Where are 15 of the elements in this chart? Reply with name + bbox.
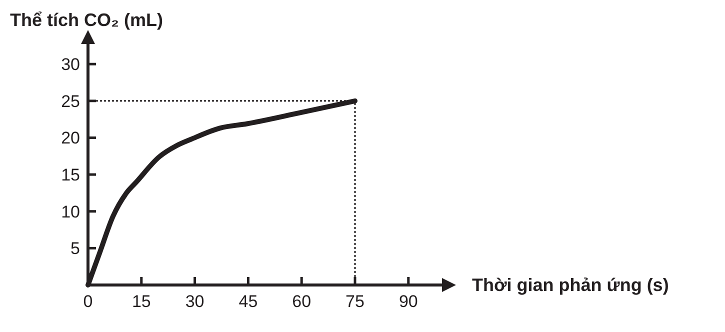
x-axis-title: Thời gian phản ứng (s)	[472, 275, 669, 295]
x-tick-label: 15	[132, 292, 151, 311]
x-tick-label: 45	[238, 292, 258, 311]
y-axis-title: Thể tích CO₂ (mL)	[10, 10, 163, 30]
y-tick-label: 10	[61, 202, 80, 222]
y-tick-label: 20	[61, 128, 80, 148]
y-tick-label: 5	[70, 239, 80, 258]
y-tick-label: 15	[61, 166, 80, 185]
x-tick-label: 90	[398, 292, 418, 311]
x-tick-label: 75	[346, 292, 364, 311]
x-tick-label: 60	[292, 292, 312, 311]
y-tick-label: 25	[61, 92, 80, 111]
x-tick-label: 0	[83, 292, 93, 311]
x-tick-label: 30	[185, 292, 204, 311]
y-tick-label: 30	[61, 55, 80, 74]
